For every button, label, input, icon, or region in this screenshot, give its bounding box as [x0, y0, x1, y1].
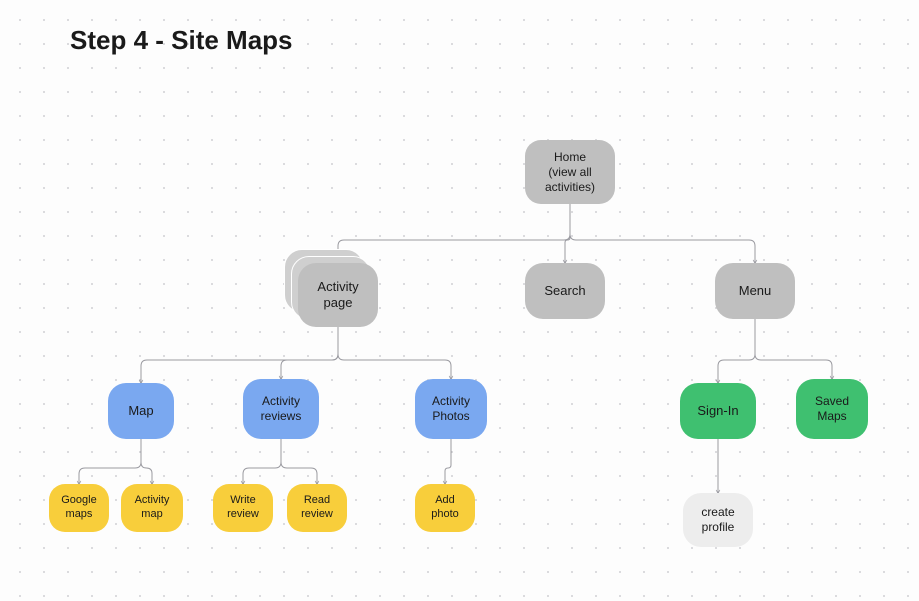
node-gmaps: Google maps — [49, 484, 109, 532]
edge-activity-photos — [338, 327, 451, 379]
edge-activity-map — [141, 327, 338, 383]
edge-map-gmaps — [79, 439, 141, 484]
node-cprofile: create profile — [683, 493, 753, 547]
edge-home-menu — [570, 204, 755, 263]
node-rreview: Read review — [287, 484, 347, 532]
edge-activity-reviews — [281, 327, 338, 379]
node-activity: Activity page — [298, 263, 378, 327]
edge-reviews-rreview — [281, 439, 317, 484]
node-amap: Activity map — [121, 484, 183, 532]
edge-menu-signin — [718, 319, 755, 383]
edge-home-search — [565, 204, 570, 263]
node-signin: Sign-In — [680, 383, 756, 439]
node-menu: Menu — [715, 263, 795, 319]
node-reviews: Activity reviews — [243, 379, 319, 439]
edge-reviews-wreview — [243, 439, 281, 484]
edge-photos-addphoto — [445, 439, 451, 484]
node-wreview: Write review — [213, 484, 273, 532]
page-title: Step 4 - Site Maps — [70, 25, 293, 56]
edge-home-activity — [338, 204, 570, 263]
node-saved: Saved Maps — [796, 379, 868, 439]
node-search: Search — [525, 263, 605, 319]
node-map: Map — [108, 383, 174, 439]
node-addphoto: Add photo — [415, 484, 475, 532]
edge-menu-saved — [755, 319, 832, 379]
node-photos: Activity Photos — [415, 379, 487, 439]
edge-map-amap — [141, 439, 152, 484]
node-home: Home (view all activities) — [525, 140, 615, 204]
